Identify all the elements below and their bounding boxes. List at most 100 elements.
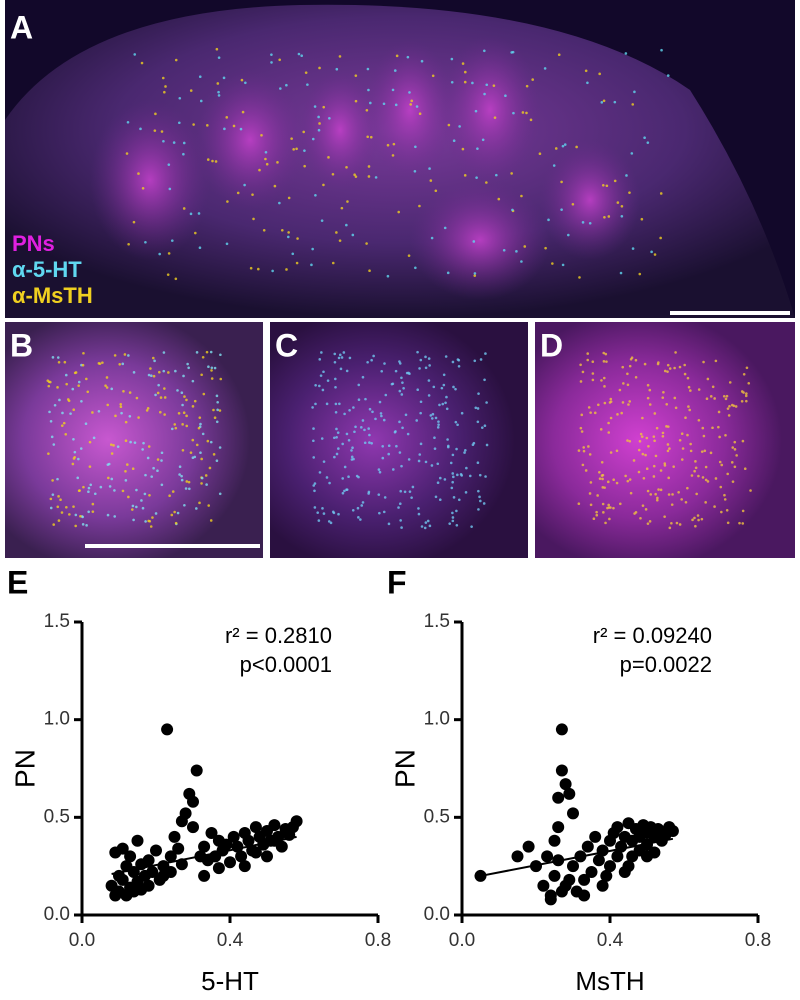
signal-dot — [160, 451, 164, 455]
signal-dot — [609, 400, 613, 403]
signal-dot — [482, 502, 486, 505]
signal-dot — [322, 105, 326, 109]
signal-dot — [197, 212, 201, 215]
point — [592, 854, 605, 867]
signal-dot — [400, 526, 403, 529]
signal-dot — [101, 361, 104, 364]
signal-dot — [560, 208, 563, 211]
signal-dot — [398, 389, 402, 393]
signal-dot — [167, 163, 171, 166]
signal-dot — [131, 467, 135, 471]
signal-dot — [629, 357, 633, 361]
signal-dot — [724, 433, 727, 437]
signal-dot — [600, 461, 604, 464]
point — [522, 840, 535, 853]
signal-dot — [591, 360, 595, 364]
signal-dot — [630, 152, 634, 155]
signal-dot — [673, 366, 676, 370]
signal-dot — [484, 475, 487, 478]
signal-dot — [626, 479, 630, 483]
signal-dot — [659, 488, 663, 492]
signal-dot — [317, 519, 321, 522]
signal-dot — [128, 415, 132, 418]
signal-dot — [178, 473, 181, 476]
signal-dot — [215, 394, 219, 398]
signal-dot — [451, 360, 455, 364]
signal-dot — [361, 501, 365, 504]
signal-dot — [706, 480, 710, 483]
signal-dot — [93, 492, 97, 496]
annotation: p=0.0022 — [620, 652, 712, 677]
signal-dot — [424, 460, 428, 464]
signal-dot — [311, 247, 314, 251]
signal-dots — [46, 47, 752, 530]
signal-dot — [379, 412, 383, 415]
signal-dot — [201, 432, 205, 436]
signal-dot — [331, 261, 335, 265]
signal-dot — [722, 394, 726, 398]
signal-dot — [173, 510, 176, 514]
signal-dot — [199, 99, 203, 103]
point — [142, 854, 155, 867]
signal-dot — [398, 360, 401, 363]
signal-dot — [447, 123, 451, 127]
signal-dot — [150, 475, 154, 478]
signal-dot — [244, 81, 247, 85]
signal-dot — [476, 407, 480, 410]
signal-dot — [343, 465, 347, 469]
signal-dot — [108, 485, 112, 488]
signal-dot — [335, 67, 339, 71]
point — [146, 866, 159, 879]
signal-dot — [431, 74, 435, 78]
point — [198, 869, 211, 882]
signal-dot — [113, 515, 117, 518]
signal-dot — [413, 170, 417, 173]
signal-dot — [643, 362, 647, 366]
signal-dot — [745, 399, 748, 403]
signal-dot — [132, 220, 136, 224]
signal-dot — [678, 438, 682, 442]
signal-dot — [680, 498, 683, 501]
signal-dot — [345, 223, 348, 227]
signal-dot — [406, 55, 410, 59]
signal-dot — [650, 250, 653, 254]
signal-dot — [451, 511, 454, 515]
signal-dot — [641, 504, 645, 507]
signal-dot — [352, 406, 355, 409]
signal-dot — [144, 240, 147, 244]
signal-dot — [515, 250, 518, 253]
signal-dot — [744, 394, 748, 398]
signal-dot — [640, 435, 644, 438]
signal-dot — [151, 356, 155, 360]
signal-dot — [680, 432, 684, 436]
signal-dot — [328, 117, 331, 120]
signal-dot — [557, 53, 561, 56]
signal-dot — [645, 467, 649, 471]
signal-dot — [199, 422, 202, 426]
signal-dot — [183, 395, 186, 398]
signal-dot — [212, 453, 216, 456]
signal-dot — [367, 165, 371, 168]
signal-dot — [646, 489, 650, 493]
signal-dot — [84, 422, 88, 426]
signal-dot — [473, 359, 477, 363]
signal-dot — [444, 355, 448, 358]
signal-dot — [433, 447, 437, 450]
signal-dot — [81, 523, 85, 526]
signal-dot — [418, 112, 422, 116]
signal-dot — [61, 411, 64, 415]
signal-dot — [77, 457, 80, 461]
signal-dot — [232, 124, 236, 128]
signal-dot — [485, 401, 488, 404]
signal-dot — [189, 212, 193, 216]
signal-dot — [602, 360, 606, 363]
point — [611, 850, 624, 863]
point — [190, 764, 203, 777]
signal-dot — [392, 468, 395, 471]
signal-dot — [368, 433, 371, 437]
image-a — [5, 0, 795, 318]
signal-dot — [391, 88, 395, 92]
signal-dot — [149, 525, 153, 528]
signal-dot — [297, 52, 301, 56]
signal-dot — [588, 221, 592, 225]
